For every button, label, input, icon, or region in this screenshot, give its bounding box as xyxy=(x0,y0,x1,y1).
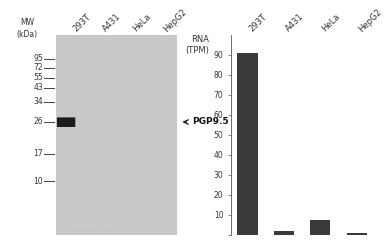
FancyBboxPatch shape xyxy=(57,118,75,127)
Text: 34: 34 xyxy=(33,98,43,106)
Text: 72: 72 xyxy=(33,64,43,72)
Bar xyxy=(310,220,330,235)
Y-axis label: RNA
(TPM): RNA (TPM) xyxy=(186,35,209,55)
Text: 26: 26 xyxy=(33,118,43,126)
Text: 43: 43 xyxy=(33,84,43,92)
Text: 17: 17 xyxy=(33,150,43,158)
Bar xyxy=(238,53,258,235)
Text: 10: 10 xyxy=(33,176,43,186)
Bar xyxy=(274,231,294,235)
Bar xyxy=(347,233,367,235)
Text: 55: 55 xyxy=(33,74,43,82)
Text: PGP9.5: PGP9.5 xyxy=(184,118,229,126)
Text: (kDa): (kDa) xyxy=(17,30,37,39)
Text: 95: 95 xyxy=(33,54,43,64)
Text: GeneTex: GeneTex xyxy=(66,221,119,231)
Text: MW: MW xyxy=(20,18,34,27)
